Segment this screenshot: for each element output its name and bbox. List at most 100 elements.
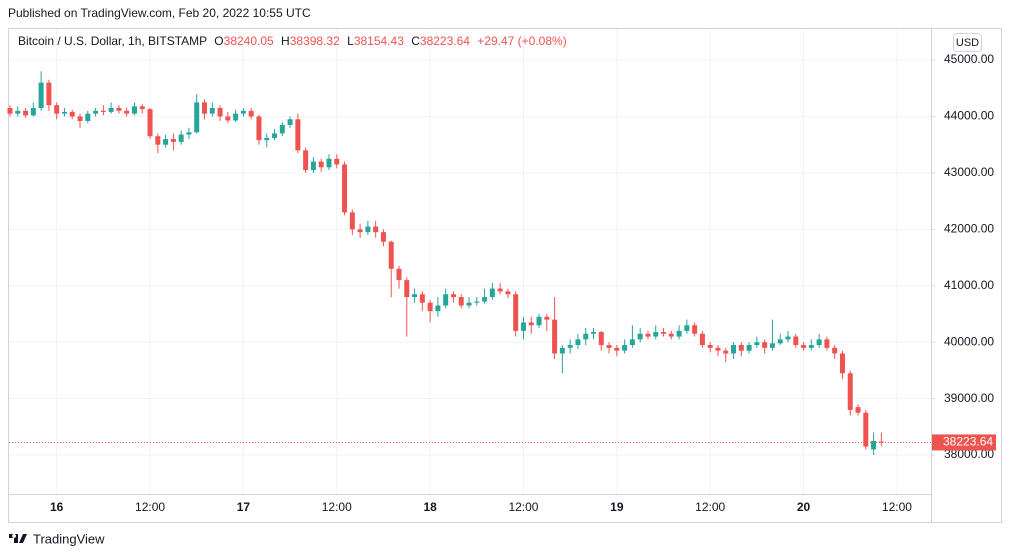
candle-body [692, 325, 698, 334]
y-tick-label: 38000.00 [944, 447, 994, 461]
candle-body [69, 111, 75, 117]
candle-body [707, 345, 713, 348]
brand-logo: TradingView [9, 531, 105, 546]
ohlc-label: O [214, 34, 223, 48]
candle-body [855, 407, 861, 413]
candle-body [661, 332, 667, 334]
candle-body [194, 102, 200, 133]
candle-body [310, 161, 316, 171]
candle-body [155, 136, 161, 145]
y-tick-label: 40000.00 [944, 334, 994, 348]
candle-body [412, 294, 418, 298]
candle-body [762, 342, 768, 348]
candle-body [544, 316, 550, 320]
x-tick-label: 16 [50, 500, 64, 514]
candle-body [93, 110, 99, 114]
y-tick-label: 39000.00 [944, 391, 994, 405]
candle-body [264, 137, 270, 141]
candle-body [777, 339, 783, 344]
x-tick-label: 12:00 [882, 500, 912, 514]
x-tick-label: 20 [797, 500, 811, 514]
candle-body [746, 345, 752, 351]
candle-body [419, 294, 425, 303]
x-tick-label: 12:00 [695, 500, 725, 514]
candle-body [217, 108, 223, 117]
candle-body [163, 139, 169, 145]
candle-body [474, 301, 480, 303]
candle-body [699, 333, 705, 346]
x-tick-label: 12:00 [508, 500, 538, 514]
candle-body [458, 297, 464, 306]
brand-name: TradingView [33, 531, 105, 546]
ohlc-label: C [411, 34, 420, 48]
candle-body [186, 132, 192, 135]
candle-body [342, 164, 348, 213]
candle-body [272, 133, 278, 138]
candle-body [139, 106, 145, 110]
candle-body [435, 305, 441, 312]
candle-body [676, 330, 682, 337]
ohlc-label: L [347, 34, 354, 48]
candle-body [793, 336, 799, 346]
candle-body [318, 161, 324, 168]
candle-body [847, 373, 853, 410]
candle-body [15, 110, 21, 114]
candle-body [629, 339, 635, 346]
candle-body [738, 345, 744, 351]
candle-body [801, 345, 807, 348]
candle-body [450, 294, 456, 298]
candle-body [303, 150, 309, 171]
candle-body [668, 333, 674, 337]
candle-body [396, 268, 402, 281]
candle-body [552, 319, 558, 354]
x-tick-label: 17 [237, 500, 251, 514]
candle-body [100, 110, 106, 112]
ohlc-value: 38223.64 [420, 34, 470, 48]
ohlc-value: 38398.32 [290, 34, 340, 48]
candle-body [443, 294, 449, 306]
candle-body [7, 108, 13, 114]
last-price-box [932, 434, 996, 451]
candle-body [863, 412, 869, 447]
last-price-label: 38223.64 [943, 435, 993, 449]
candle-body [326, 158, 332, 168]
y-tick-label: 44000.00 [944, 109, 994, 123]
candle-body [23, 110, 29, 116]
y-tick-label: 45000.00 [944, 52, 994, 66]
candle-body [357, 229, 363, 233]
candle-body [482, 297, 488, 302]
candle-body [591, 332, 596, 334]
candle-body [606, 345, 612, 348]
currency-label[interactable]: USD [956, 37, 979, 49]
currency-button[interactable] [953, 33, 982, 52]
candle-body [38, 82, 44, 109]
candle-body [731, 345, 737, 354]
candle-body [248, 110, 254, 117]
candle-body [653, 332, 659, 337]
y-tick-label: 42000.00 [944, 222, 994, 236]
x-tick-label: 19 [610, 500, 624, 514]
candle-body [839, 353, 845, 374]
candle-body [61, 111, 67, 114]
ohlc-value: 38154.43 [354, 34, 404, 48]
overlay: 38223.64 [9, 434, 996, 451]
x-tick-label: 12:00 [135, 500, 165, 514]
candle-body [147, 109, 153, 137]
candle-body [583, 333, 589, 340]
candle-body [598, 332, 604, 346]
legend: Bitcoin / U.S. Dollar, 1h, BITSTAMP O382… [18, 34, 567, 48]
candle-body [225, 116, 231, 121]
candle-body [85, 113, 91, 121]
candle-body [684, 325, 690, 331]
x-tick-label: 12:00 [322, 500, 352, 514]
ohlc-value: 38240.05 [224, 34, 274, 48]
y-tick-label: 43000.00 [944, 165, 994, 179]
candle-body [54, 105, 60, 114]
candle-body [489, 288, 495, 298]
candle-body [334, 158, 340, 165]
candle-body [46, 82, 52, 106]
candle-body [878, 441, 884, 443]
candle-body [279, 124, 285, 134]
candle-body [240, 110, 246, 114]
ohlc-label: H [281, 34, 290, 48]
